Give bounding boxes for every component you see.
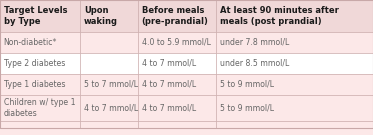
Text: 4 to 7 mmol/L: 4 to 7 mmol/L — [142, 59, 196, 68]
Bar — [0, 32, 80, 53]
Bar — [216, 0, 373, 32]
Bar — [138, 53, 216, 74]
Bar — [80, 94, 138, 121]
Text: under 7.8 mmol/L: under 7.8 mmol/L — [220, 38, 289, 47]
Bar — [138, 0, 216, 32]
Text: At least 90 minutes after
meals (post prandial): At least 90 minutes after meals (post pr… — [220, 6, 339, 26]
Bar — [80, 0, 138, 32]
Text: 5 to 7 mmol/L: 5 to 7 mmol/L — [84, 80, 138, 89]
Text: 5 to 9 mmol/L: 5 to 9 mmol/L — [220, 80, 274, 89]
Bar — [216, 94, 373, 121]
Bar — [80, 121, 138, 128]
Bar — [80, 53, 138, 74]
Text: 4 to 7 mmol/L: 4 to 7 mmol/L — [84, 103, 138, 112]
Text: Children w/ type 1
diabetes: Children w/ type 1 diabetes — [4, 98, 75, 118]
Bar — [80, 74, 138, 94]
Text: Before meals
(pre-prandial): Before meals (pre-prandial) — [142, 6, 209, 26]
Bar — [0, 0, 80, 32]
Bar — [138, 74, 216, 94]
Text: Upon
waking: Upon waking — [84, 6, 118, 26]
Text: Type 1 diabetes: Type 1 diabetes — [4, 80, 65, 89]
Bar — [138, 32, 216, 53]
Bar — [0, 53, 80, 74]
Text: under 8.5 mmol/L: under 8.5 mmol/L — [220, 59, 289, 68]
Bar — [0, 74, 80, 94]
Text: Non-diabetic*: Non-diabetic* — [4, 38, 57, 47]
Text: 4 to 7 mmol/L: 4 to 7 mmol/L — [142, 103, 196, 112]
Bar — [138, 94, 216, 121]
Bar — [216, 53, 373, 74]
Bar — [0, 121, 80, 128]
Text: 4 to 7 mmol/L: 4 to 7 mmol/L — [142, 80, 196, 89]
Bar — [216, 121, 373, 128]
Text: 4.0 to 5.9 mmol/L: 4.0 to 5.9 mmol/L — [142, 38, 211, 47]
Bar — [216, 74, 373, 94]
Text: Target Levels
by Type: Target Levels by Type — [4, 6, 67, 26]
Text: 5 to 9 mmol/L: 5 to 9 mmol/L — [220, 103, 274, 112]
Bar — [138, 121, 216, 128]
Bar — [0, 94, 80, 121]
Bar — [216, 32, 373, 53]
Text: Type 2 diabetes: Type 2 diabetes — [4, 59, 65, 68]
Bar — [80, 32, 138, 53]
